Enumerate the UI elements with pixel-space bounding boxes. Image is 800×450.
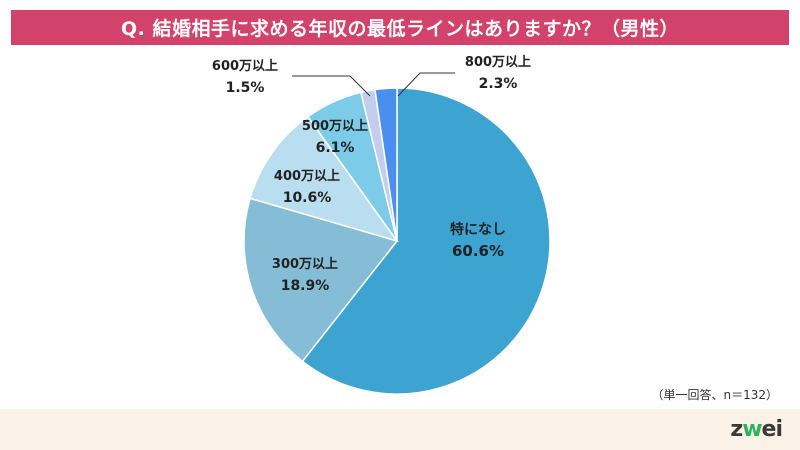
slice-value-0: 60.6% [452, 242, 504, 260]
slice-name-5: 800万以上 [465, 55, 531, 70]
pie-slice-1 [243, 197, 399, 363]
leader-line-5 [397, 72, 455, 97]
slice-name-1: 300万以上 [272, 257, 338, 272]
question-title: Q. 結婚相手に求める年収の最低ラインはありますか？（男性） [11, 10, 789, 45]
slice-value-3: 6.1% [316, 140, 355, 156]
slice-name-0: 特になし [450, 221, 506, 238]
sample-note: （単一回答、n＝132） [651, 388, 778, 402]
leader-line-4 [292, 75, 371, 97]
pie-slice-2 [249, 115, 399, 243]
slice-value-4: 1.5% [226, 80, 265, 96]
slice-value-5: 2.3% [479, 76, 518, 92]
slice-name-4: 600万以上 [212, 59, 278, 74]
slice-name-2: 400万以上 [274, 169, 340, 184]
slice-value-1: 18.9% [281, 278, 330, 294]
slice-value-2: 10.6% [283, 190, 332, 206]
pie-slice-0 [301, 87, 551, 395]
footer-bar: zwei [0, 409, 800, 450]
slice-name-3: 500万以上 [302, 119, 368, 134]
pie-slice-5 [374, 87, 398, 242]
zwei-logo: zwei [730, 417, 783, 442]
